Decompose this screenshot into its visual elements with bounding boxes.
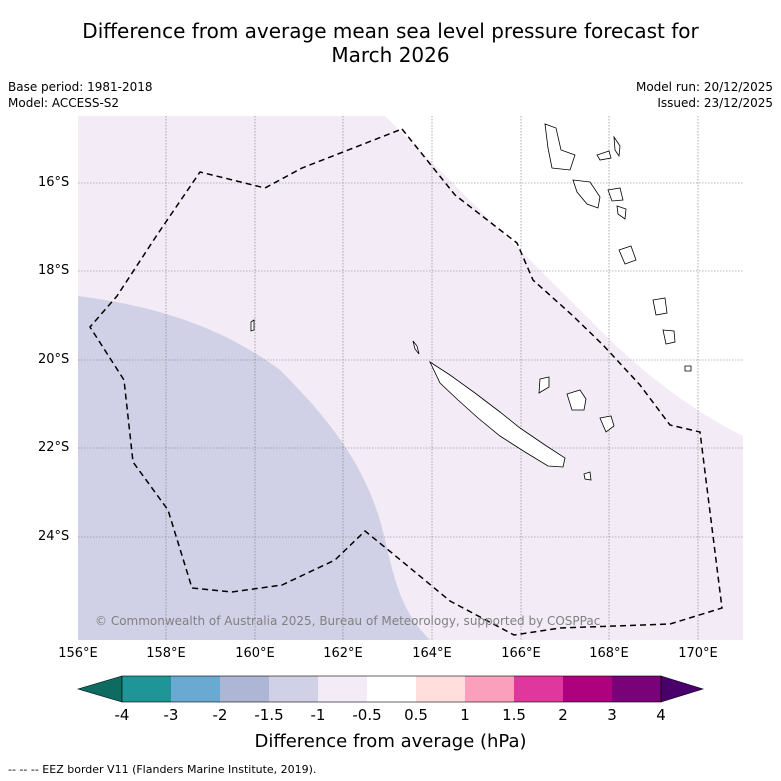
colorbar-segment — [465, 676, 514, 702]
tanna-island — [662, 329, 676, 345]
colorbar-segment — [612, 676, 661, 702]
colorbar-segment — [563, 676, 612, 702]
colorbar-tick: -1 — [310, 706, 326, 724]
colorbar-tick: 4 — [656, 706, 666, 724]
lat-label: 18°S — [38, 263, 70, 278]
new-caledonia-main-island — [429, 360, 566, 468]
lon-label: 168°E — [589, 646, 629, 661]
aneityum-island — [684, 365, 692, 372]
model-run: Model run: 20/12/2025 — [635, 80, 773, 94]
colorbar-segment — [269, 676, 318, 702]
colorbar-tick: -4 — [114, 706, 130, 724]
lat-label: 16°S — [38, 175, 70, 190]
colorbar-segment — [514, 676, 563, 702]
colorbar-outline — [121, 675, 662, 703]
eez-legend-note: -- -- -- EEZ border V11 (Flanders Marine… — [8, 763, 317, 776]
coastlines — [250, 123, 692, 481]
lat-label: 20°S — [38, 352, 70, 367]
title-line-2: March 2026 — [331, 43, 450, 67]
metadata-right: Model run: 20/12/2025 Issued: 23/12/2025 — [636, 79, 773, 111]
colorbar-extend-high — [660, 675, 705, 703]
colorbar-segment — [367, 676, 416, 702]
lat-label: 24°S — [38, 529, 70, 544]
colorbar-segment — [122, 676, 171, 702]
colorbar — [76, 675, 705, 703]
mare-island — [599, 415, 615, 433]
lon-label: 158°E — [146, 646, 186, 661]
colorbar-tick: -1.5 — [254, 706, 284, 724]
colorbar-segment — [220, 676, 269, 702]
lon-label: 156°E — [58, 646, 98, 661]
efate-island — [618, 245, 637, 265]
title-line-1: Difference from average mean sea level p… — [82, 19, 699, 43]
map-panel — [78, 116, 743, 640]
lon-label: 170°E — [678, 646, 718, 661]
espiritu-santo-island — [544, 123, 576, 171]
colorbar-extend-low — [76, 675, 123, 703]
isle-of-pines — [583, 471, 592, 481]
colorbar-tick: 3 — [607, 706, 617, 724]
ambae-island — [596, 150, 612, 161]
lat-label: 22°S — [38, 440, 70, 455]
lon-label: 164°E — [412, 646, 452, 661]
colorbar-tick: -0.5 — [352, 706, 382, 724]
malekula-island — [572, 179, 601, 209]
model-name: Model: ACCESS-S2 — [8, 96, 120, 110]
colorbar-tick: 2 — [558, 706, 568, 724]
ouvea-island — [538, 376, 550, 394]
lon-label: 160°E — [235, 646, 275, 661]
colorbar-segment — [416, 676, 465, 702]
colorbar-title: Difference from average (hPa) — [254, 731, 527, 752]
field-near-average — [385, 116, 743, 436]
colorbar-segment — [318, 676, 367, 702]
eez-border — [89, 128, 723, 636]
chart-title: Difference from average mean sea level p… — [0, 19, 781, 67]
colorbar-tick: 1 — [460, 706, 470, 724]
copyright-notice: © Commonwealth of Australia 2025, Bureau… — [95, 614, 601, 628]
erromango-island — [652, 297, 668, 316]
lifou-island — [566, 389, 587, 411]
colorbar-tick: 1.5 — [502, 706, 526, 724]
colorbar-tick: -3 — [163, 706, 179, 724]
colorbar-segment — [171, 676, 220, 702]
chesterfield-islands — [250, 319, 255, 332]
lon-label: 162°E — [323, 646, 363, 661]
colorbar-tick: 0.5 — [404, 706, 428, 724]
gridlines — [78, 116, 743, 640]
base-period: Base period: 1981-2018 — [8, 80, 153, 94]
ambrym-island — [607, 187, 624, 202]
lon-label: 166°E — [501, 646, 541, 661]
issued-date: Issued: 23/12/2025 — [657, 96, 773, 110]
epi-island — [616, 205, 627, 220]
metadata-left: Base period: 1981-2018 Model: ACCESS-S2 — [8, 79, 153, 111]
belep-islands — [412, 340, 420, 355]
maewo-island — [613, 135, 621, 158]
colorbar-tick: -2 — [212, 706, 228, 724]
